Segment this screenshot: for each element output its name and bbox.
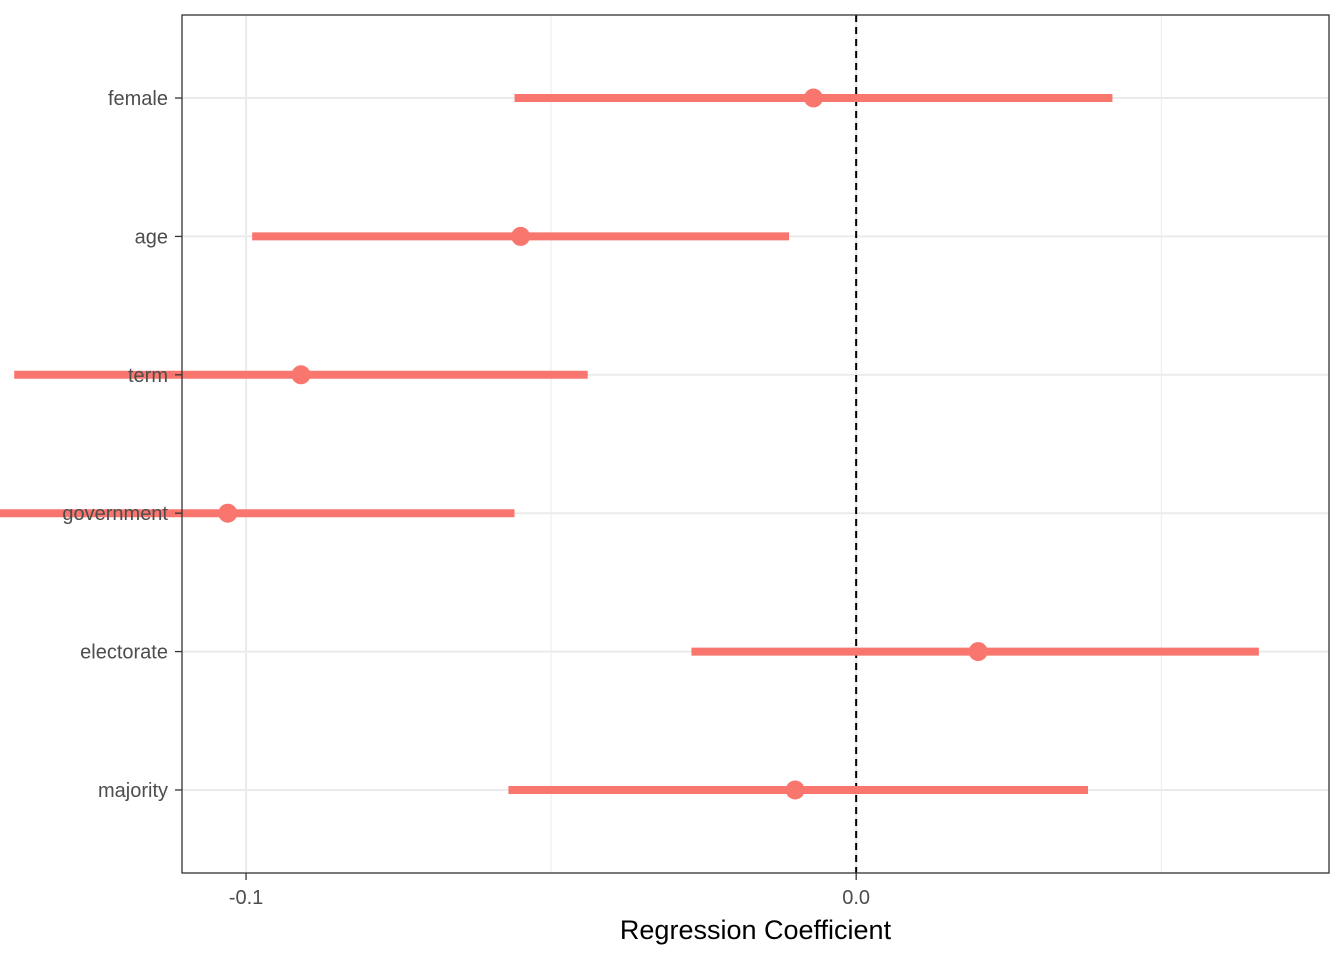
estimate-point-female bbox=[803, 88, 823, 108]
axis-layer: female age term government electorate majorit… bbox=[62, 88, 870, 909]
estimate-point-majority bbox=[785, 780, 805, 800]
x-tick-label: -0.1 bbox=[229, 887, 263, 909]
y-tick-label-majority: majority bbox=[98, 780, 168, 802]
estimate-point-electorate bbox=[968, 642, 988, 662]
estimate-point-term bbox=[291, 365, 311, 385]
y-tick-label-electorate: electorate bbox=[80, 642, 168, 664]
estimate-point-age bbox=[511, 226, 531, 246]
y-tick-label-government: government bbox=[62, 503, 168, 525]
estimate-point-government bbox=[218, 503, 238, 523]
panel-border bbox=[181, 14, 1330, 874]
grid-layer bbox=[182, 15, 1329, 873]
y-tick-label-age: age bbox=[135, 226, 168, 248]
x-axis-title: Regression Coefficient bbox=[620, 915, 892, 945]
x-tick-label: 0.0 bbox=[842, 887, 870, 909]
y-tick-label-female: female bbox=[108, 88, 168, 110]
marks-layer bbox=[0, 88, 1259, 800]
y-tick-label-term: term bbox=[128, 365, 168, 387]
